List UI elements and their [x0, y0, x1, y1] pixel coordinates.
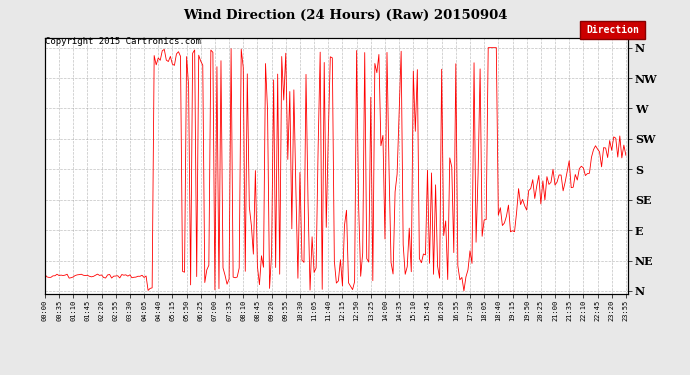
Text: Wind Direction (24 Hours) (Raw) 20150904: Wind Direction (24 Hours) (Raw) 20150904 — [183, 9, 507, 22]
Text: Direction: Direction — [586, 26, 639, 35]
Text: Copyright 2015 Cartronics.com: Copyright 2015 Cartronics.com — [45, 38, 201, 46]
